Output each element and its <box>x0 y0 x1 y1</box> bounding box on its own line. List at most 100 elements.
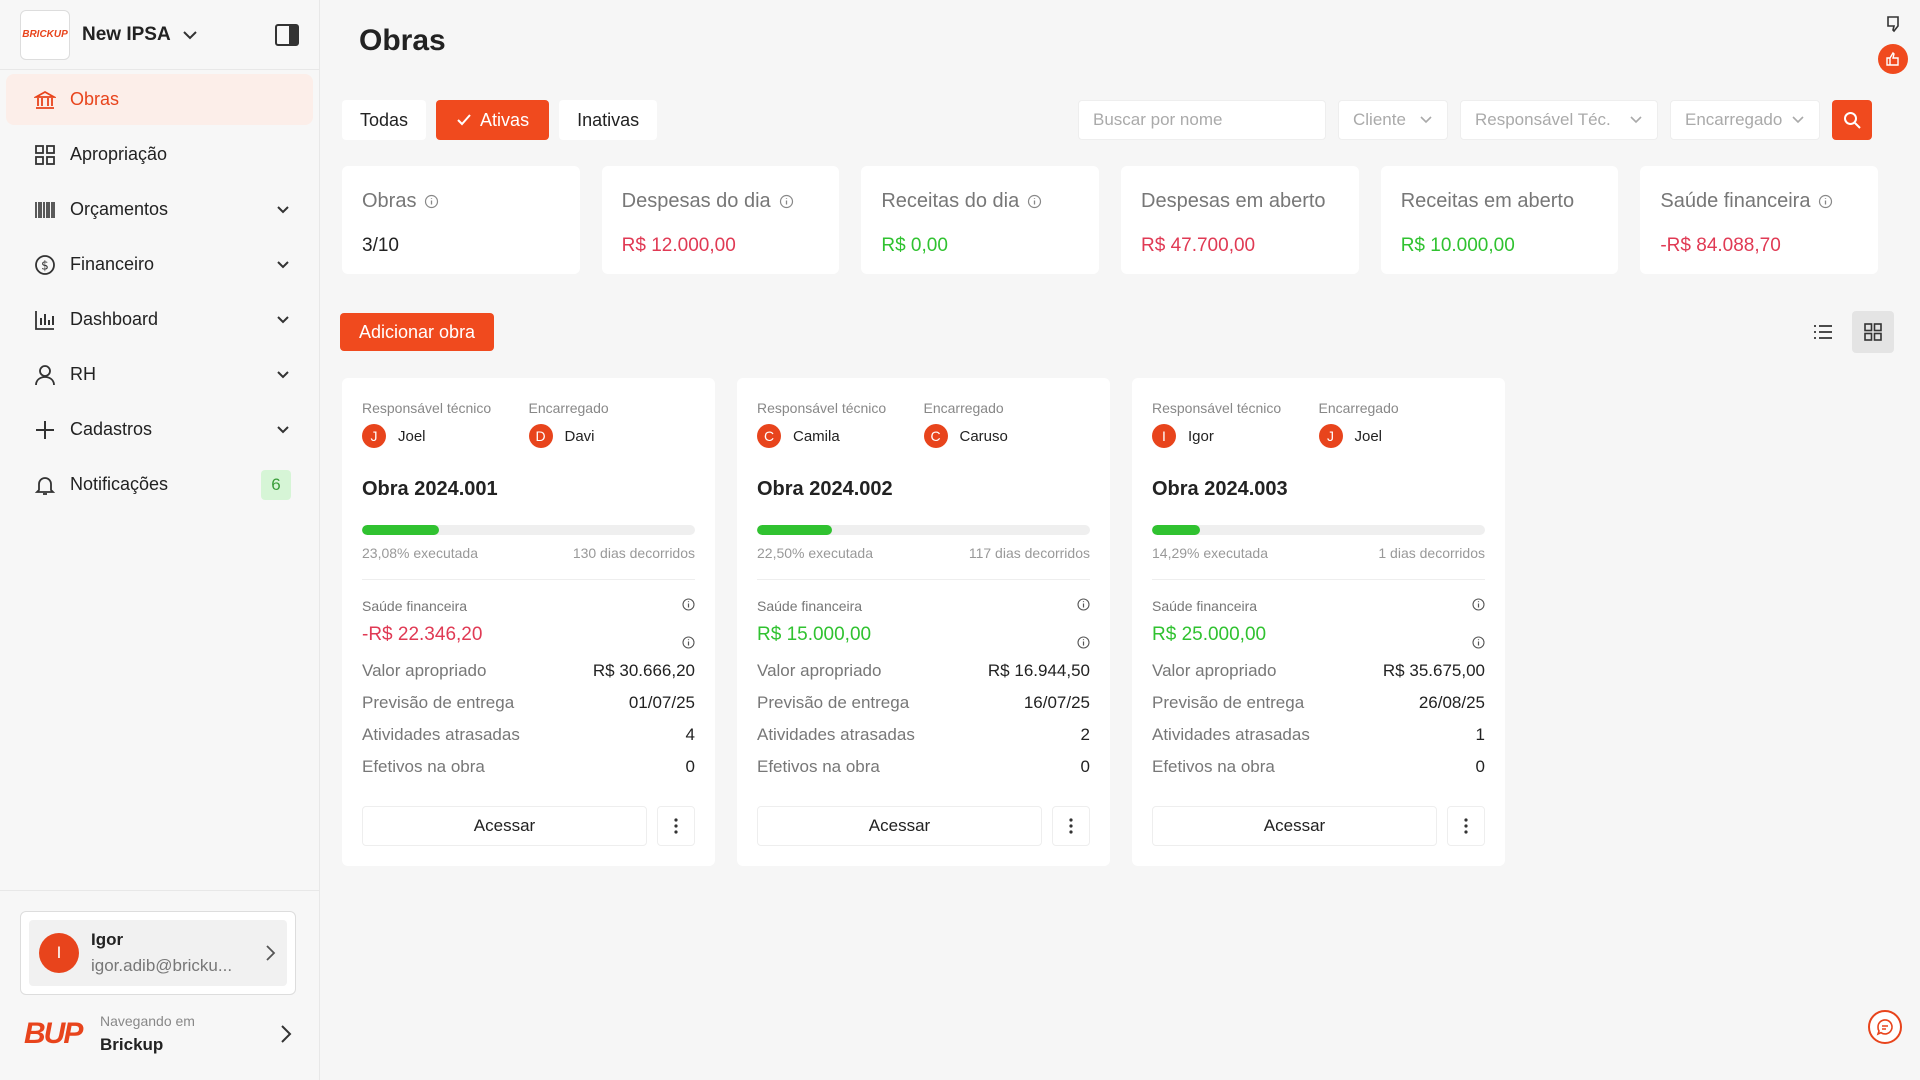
chat-button[interactable] <box>1868 1010 1902 1044</box>
info-icon[interactable] <box>682 598 695 611</box>
stat-label: Saúde financeira <box>1660 190 1811 212</box>
select-value: Cliente <box>1353 110 1406 129</box>
kv-value: 0 <box>1080 757 1090 776</box>
previsao-row: Previsão de entrega 16/07/25 <box>757 693 1090 713</box>
search-button[interactable] <box>1832 100 1872 140</box>
tab-inativas[interactable]: Inativas <box>559 100 658 140</box>
search-input[interactable] <box>1093 110 1314 130</box>
info-icon[interactable] <box>682 636 695 649</box>
info-icon[interactable] <box>779 194 794 209</box>
chevron-down-icon <box>277 205 289 213</box>
acessar-button[interactable]: Acessar <box>757 806 1042 846</box>
tab-todas[interactable]: Todas <box>342 100 427 140</box>
sidebar-item-label: Notificações <box>70 474 169 494</box>
grid-view-button[interactable] <box>1852 311 1894 353</box>
saude-label: Saúde financeira <box>362 598 468 614</box>
sidebar-item-rh[interactable]: RH <box>6 349 313 400</box>
valor-row: Valor apropriado R$ 35.675,00 <box>1152 661 1485 681</box>
info-icon[interactable] <box>1027 194 1042 209</box>
stat-value: -R$ 84.088,70 <box>1660 235 1781 256</box>
dias-text: 1 dias decorridos <box>1378 545 1485 561</box>
obra-title: Obra 2024.001 <box>362 478 498 500</box>
sidebar-item-financeiro[interactable]: $ Financeiro <box>6 239 313 290</box>
stat-label: Receitas em aberto <box>1400 190 1575 212</box>
info-icon[interactable] <box>1077 598 1090 611</box>
sidebar-item-notificacoes[interactable]: Notificações 6 <box>6 459 313 510</box>
chevron-down-icon <box>277 260 289 268</box>
kv-value: 0 <box>685 757 695 776</box>
role-label: Responsável técnico <box>757 400 887 416</box>
sidebar-item-cadastros[interactable]: Cadastros <box>6 404 313 455</box>
responsavel-select[interactable]: Responsável Téc. <box>1460 100 1658 140</box>
tab-label: Inativas <box>577 109 640 130</box>
role-label: Responsável técnico <box>1152 400 1282 416</box>
person-name: Joel <box>398 427 426 445</box>
role-label: Encarregado <box>528 400 609 416</box>
cliente-select[interactable]: Cliente <box>1338 100 1448 140</box>
user-email: igor.adib@bricku... <box>91 956 233 975</box>
info-icon[interactable] <box>424 194 439 209</box>
thumbs-down-icon[interactable] <box>1884 14 1904 34</box>
avatar: C <box>757 424 781 448</box>
dollar-circle-icon: $ <box>35 254 55 275</box>
sidebar-item-obras[interactable]: Obras <box>6 74 313 125</box>
info-icon[interactable] <box>1472 598 1485 611</box>
navigating-org[interactable]: BUP Navegando em Brickup <box>24 1013 294 1055</box>
info-icon[interactable] <box>1472 636 1485 649</box>
encarregado-select[interactable]: Encarregado <box>1670 100 1820 140</box>
thumbs-up-button[interactable] <box>1878 44 1908 74</box>
kv-value: 01/07/25 <box>628 693 695 712</box>
org-switcher[interactable]: BRICKUP New IPSA <box>0 0 319 70</box>
acessar-button[interactable]: Acessar <box>362 806 647 846</box>
progress-bar <box>1152 525 1485 535</box>
more-options-button[interactable] <box>1052 806 1090 846</box>
info-icon[interactable] <box>1077 636 1090 649</box>
acessar-button[interactable]: Acessar <box>1152 806 1437 846</box>
filter-row: Todas Ativas Inativas Cliente Responsáve… <box>342 100 1872 140</box>
stats-row: Obras 3/10 Despesas do dia R$ 12.000,00 … <box>342 166 1879 274</box>
progress-fill <box>757 525 832 535</box>
search-icon <box>1844 112 1861 129</box>
navigating-label: Navegando em <box>100 1013 195 1029</box>
saude-label: Saúde financeira <box>1152 598 1258 614</box>
kv-value: 0 <box>1475 757 1485 776</box>
kv-value: R$ 16.944,50 <box>987 661 1090 680</box>
stat-label: Despesas em aberto <box>1141 190 1326 212</box>
view-toggles <box>1802 311 1894 353</box>
sidebar-toggle-icon[interactable] <box>275 23 299 46</box>
info-icon[interactable] <box>1818 194 1833 209</box>
add-obra-button[interactable]: Adicionar obra <box>340 313 495 351</box>
more-options-button[interactable] <box>657 806 695 846</box>
select-value: Responsável Téc. <box>1475 110 1611 129</box>
sidebar-item-label: RH <box>70 364 96 384</box>
stat-value: 3/10 <box>362 235 399 256</box>
chevron-right-icon <box>266 945 276 961</box>
sidebar-item-apropriacao[interactable]: Apropriação <box>6 129 313 180</box>
tab-ativas[interactable]: Ativas <box>436 100 550 140</box>
sidebar-item-label: Obras <box>70 89 120 109</box>
stat-card-obras: Obras 3/10 <box>342 166 580 274</box>
sidebar-item-label: Financeiro <box>70 254 155 274</box>
atrasadas-row: Atividades atrasadas 4 <box>362 725 695 745</box>
more-vertical-icon <box>674 818 678 834</box>
kv-value: 1 <box>1475 725 1485 744</box>
efetivos-row: Efetivos na obra 0 <box>1152 757 1485 777</box>
user-card[interactable]: I Igor igor.adib@bricku... <box>20 911 296 995</box>
brickup-logo: BRICKUP <box>20 9 70 60</box>
avatar: J <box>362 424 386 448</box>
sidebar-item-orcamentos[interactable]: Orçamentos <box>6 184 313 235</box>
chat-icon <box>1876 1019 1893 1036</box>
divider <box>362 579 695 580</box>
atrasadas-row: Atividades atrasadas 1 <box>1152 725 1485 745</box>
more-options-button[interactable] <box>1447 806 1485 846</box>
grid-icon <box>1864 323 1882 341</box>
list-view-button[interactable] <box>1802 311 1844 353</box>
efetivos-row: Efetivos na obra 0 <box>757 757 1090 777</box>
user-name: Igor <box>91 930 124 949</box>
barcode-icon <box>35 201 55 218</box>
progress-fill <box>1152 525 1200 535</box>
executada-text: 14,29% executada <box>1152 545 1268 561</box>
tab-label: Ativas <box>480 109 530 130</box>
sidebar-item-dashboard[interactable]: Dashboard <box>6 294 313 345</box>
